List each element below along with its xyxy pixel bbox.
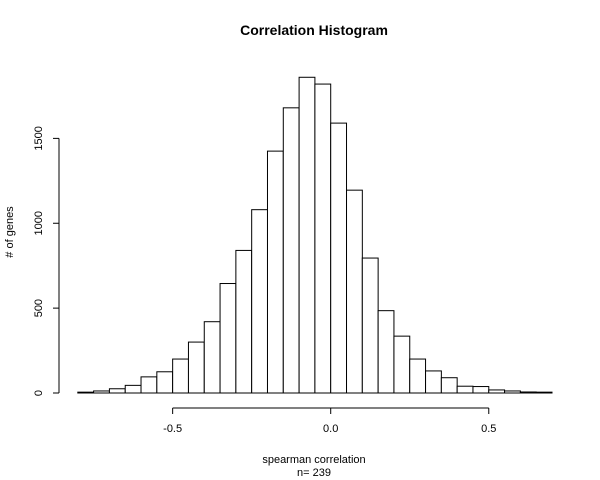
- histogram-bar: [425, 370, 442, 394]
- y-tick-label: 0: [33, 390, 45, 396]
- histogram-bar: [377, 310, 395, 394]
- x-tick-label: 0.5: [481, 423, 496, 435]
- histogram-bar: [219, 283, 237, 394]
- histogram-bar: [93, 390, 110, 394]
- histogram-bar: [282, 107, 300, 394]
- x-axis-label: spearman correlation: [262, 454, 365, 466]
- histogram-bar: [251, 209, 268, 394]
- x-axis-sublabel: n= 239: [297, 467, 331, 479]
- y-axis: 0 500 1000 1500: [33, 126, 60, 396]
- histogram-bar: [156, 371, 174, 394]
- histogram-bar: [235, 249, 253, 394]
- histogram-bar: [266, 150, 284, 394]
- y-tick-label: 500: [33, 299, 45, 317]
- histogram-bar: [298, 76, 316, 394]
- histogram-bar: [535, 391, 553, 394]
- histogram-bar: [140, 376, 158, 394]
- x-tick-label: -0.5: [163, 423, 182, 435]
- histogram-bar: [108, 388, 126, 394]
- histogram-bar: [409, 358, 427, 394]
- histogram-bar: [77, 391, 95, 394]
- histogram-bars: [77, 76, 553, 394]
- histogram-bar: [456, 385, 474, 394]
- histogram-bar: [124, 384, 142, 394]
- chart-title: Correlation Histogram: [240, 22, 388, 38]
- histogram-bar: [203, 321, 221, 394]
- histogram-bar: [472, 386, 490, 394]
- histogram-bar: [440, 377, 458, 394]
- x-axis: -0.5 0.0 0.5: [163, 407, 496, 435]
- histogram-bar: [346, 189, 363, 394]
- y-tick-label: 1000: [33, 211, 45, 235]
- histogram-bar: [488, 389, 506, 394]
- y-tick-label: 1500: [33, 126, 45, 150]
- y-axis-label: # of genes: [4, 206, 16, 258]
- histogram-bar: [172, 358, 189, 394]
- histogram-bar: [187, 341, 205, 394]
- histogram-bar: [519, 391, 537, 394]
- x-tick-label: 0.0: [323, 423, 338, 435]
- histogram-bar: [330, 122, 348, 394]
- histogram-bar: [361, 257, 379, 394]
- histogram-bar: [393, 335, 411, 394]
- histogram-bar: [314, 83, 332, 394]
- histogram-bar: [504, 390, 521, 394]
